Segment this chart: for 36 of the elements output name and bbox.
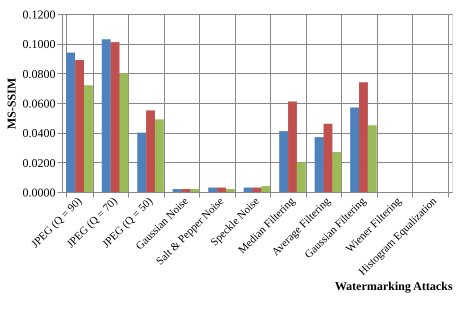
y-tick-label: 0.0600 <box>22 96 56 110</box>
bar <box>314 137 324 192</box>
bar <box>350 107 360 192</box>
y-tick-label: 0.0400 <box>22 126 56 140</box>
y-tick-label: 0.0000 <box>22 186 56 200</box>
bar <box>244 188 253 192</box>
bar <box>208 188 218 192</box>
bar <box>217 188 226 192</box>
bar <box>368 125 377 192</box>
bar <box>172 189 182 192</box>
bar <box>288 102 297 192</box>
bar <box>296 162 306 192</box>
y-tick-label: 0.1000 <box>22 37 56 52</box>
y-tick-label: 0.1200 <box>22 8 56 22</box>
bar <box>66 52 76 192</box>
bar <box>84 85 93 192</box>
bar <box>75 60 84 192</box>
bar <box>226 189 235 192</box>
bar <box>102 39 111 192</box>
bar <box>332 152 342 192</box>
y-tick-label: 0.0200 <box>22 156 56 170</box>
bar <box>252 188 262 192</box>
bar <box>324 124 332 192</box>
bar <box>110 42 120 192</box>
bar <box>261 186 270 192</box>
bar <box>190 189 200 192</box>
bar <box>119 73 128 192</box>
bar <box>182 189 190 192</box>
bar <box>146 110 155 192</box>
bar <box>154 119 164 192</box>
x-axis-title: Watermarking Attacks <box>334 279 453 294</box>
bar <box>359 82 368 192</box>
y-tick-label: 0.0800 <box>22 66 56 81</box>
bar <box>279 131 288 192</box>
bar <box>137 132 146 192</box>
y-axis-title: MS-SSIM <box>4 78 18 130</box>
